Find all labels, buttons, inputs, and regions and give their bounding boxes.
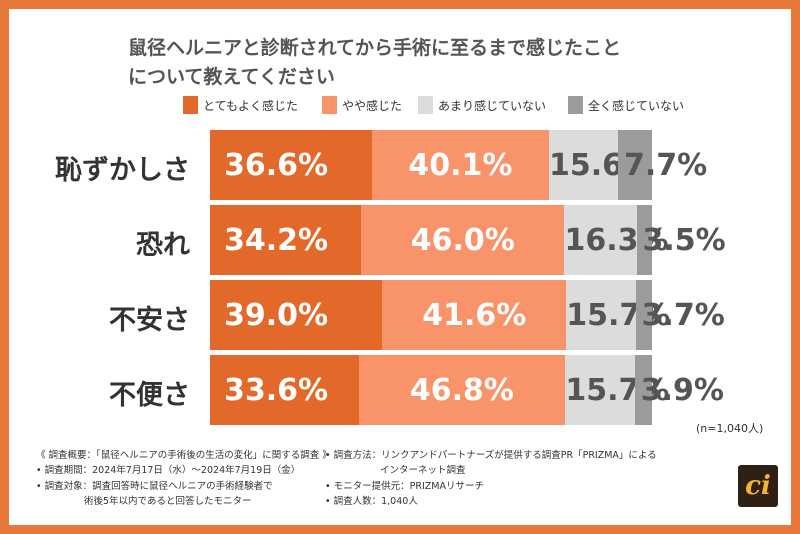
legend-label-2: やや感じた	[342, 98, 403, 113]
legend-swatch-4	[568, 96, 583, 114]
survey-method: • 調査方法：リンクアンドパートナーズが提供する調査PR「PRIZMA」による	[325, 450, 657, 461]
bar-segment: 41.6%	[382, 280, 567, 350]
survey-method-cont: インターネット調査	[380, 465, 466, 476]
survey-target-cont: 術後5年以内であると回答したモニター	[84, 496, 252, 507]
bar-segment: 39.0%	[210, 280, 383, 350]
bar-segment: 15.7%	[565, 355, 669, 425]
legend-swatch-2	[322, 96, 337, 114]
brand-logo-text: ci	[745, 471, 771, 501]
legend-swatch-1	[183, 96, 198, 114]
category-label: 恐れ	[136, 230, 190, 261]
legend-label-1: とてもよく感じた	[203, 98, 299, 113]
data-label: 33.6%	[224, 372, 329, 408]
category-label: 不便さ	[109, 380, 190, 411]
legend-label-4: 全く感じていない	[588, 98, 685, 113]
legend-item-4: 全く感じていない	[568, 95, 684, 115]
data-label: 40.1%	[408, 147, 513, 183]
legend-swatch-3	[418, 96, 433, 114]
bar-segment: 34.2%	[210, 205, 362, 275]
category-label: 不安さ	[109, 305, 190, 336]
chart-title-line-2: について教えてください	[128, 66, 335, 88]
bar-segment: 46.0%	[361, 205, 565, 275]
bar-segment: 46.8%	[358, 355, 566, 425]
bar-segment: 7.7%	[617, 130, 707, 200]
bar-segment: 3.7%	[635, 280, 725, 350]
legend-label-3: あまり感じていない	[438, 98, 547, 113]
legend-item-2: やや感じた	[322, 95, 402, 115]
category-label: 恥ずかしさ	[55, 155, 190, 186]
respondent-count: • 調査人数：1,040人	[325, 496, 418, 507]
data-label: 46.0%	[410, 222, 515, 258]
bar-segment: 15.6%	[549, 130, 653, 200]
legend-item-1: とてもよく感じた	[183, 95, 298, 115]
bar-segment: 36.6%	[210, 130, 372, 200]
bar-segment: 40.1%	[371, 130, 549, 200]
survey-target: • 調査対象：調査回答時に鼠径ヘルニアの手術経験者で	[36, 481, 273, 492]
bar-segment: 16.3%	[564, 205, 669, 275]
sample-size-note: (n=1,040人)	[696, 422, 764, 435]
data-label: 15.7%	[565, 372, 670, 408]
bar-segment: 15.7%	[566, 280, 670, 350]
bar-segment: 33.6%	[210, 355, 359, 425]
data-label: 36.6%	[224, 147, 329, 183]
data-label: 3.5%	[642, 222, 726, 258]
data-label: 34.2%	[224, 222, 329, 258]
data-label: 3.7%	[641, 297, 725, 333]
monitor-provider: • モニター提供元：PRIZMAリサーチ	[325, 481, 484, 492]
data-label: 46.8%	[409, 372, 514, 408]
bar-segment: 3.5%	[636, 205, 726, 275]
data-label: 39.0%	[224, 297, 329, 333]
data-label: 41.6%	[422, 297, 527, 333]
chart-title-line-1: 鼠径ヘルニアと診断されてから手術に至るまで感じたこと	[128, 37, 622, 59]
bar-segment: 3.9%	[634, 355, 724, 425]
legend-item-3: あまり感じていない	[418, 95, 546, 115]
data-label: 7.7%	[623, 147, 708, 183]
survey-period: • 調査期間：2024年7月17日（水）～2024年7月19日（金）	[36, 465, 301, 476]
survey-overview: 《 調査概要：「鼠径ヘルニアの手術後の生活の変化」に関する調査 》	[36, 450, 332, 461]
data-label: 15.7%	[566, 297, 671, 333]
data-label: 3.9%	[640, 372, 724, 408]
brand-logo: ci	[738, 465, 778, 507]
